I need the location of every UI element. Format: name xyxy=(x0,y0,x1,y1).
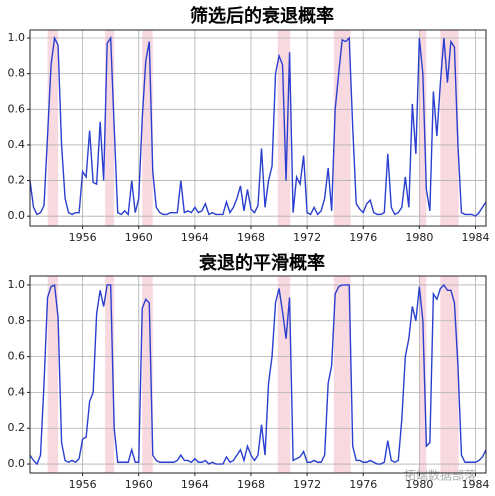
y-tick-label: 1.0 xyxy=(8,278,26,291)
x-tick-label: 1980 xyxy=(405,231,433,244)
y-tick-label: 0.8 xyxy=(8,67,26,80)
y-tick-label: 0.8 xyxy=(8,314,26,327)
x-tick-label: 1960 xyxy=(125,478,153,491)
recession-band xyxy=(142,276,153,473)
recession-band xyxy=(105,30,115,226)
recession-band xyxy=(47,30,59,226)
y-tick-label: 0.4 xyxy=(8,385,26,398)
y-tick-label: 1.0 xyxy=(8,31,26,44)
recession-band xyxy=(440,276,459,473)
recession-band xyxy=(333,30,351,226)
plot-frame xyxy=(29,29,487,227)
x-tick-label: 1964 xyxy=(181,231,209,244)
y-tick-label: 0.0 xyxy=(8,209,26,222)
recession-band xyxy=(440,30,459,226)
recession-band xyxy=(142,30,153,226)
x-tick-label: 1972 xyxy=(293,231,321,244)
y-tick-label: 0.4 xyxy=(8,138,26,151)
x-tick-label: 1972 xyxy=(293,478,321,491)
plot-frame xyxy=(29,275,487,474)
data-line xyxy=(29,35,487,218)
recession-band xyxy=(419,276,427,473)
x-tick-label: 1968 xyxy=(237,231,265,244)
x-tick-label: 1976 xyxy=(349,478,377,491)
plot: 1956 1960 1964 1968 1972 1976 1980 1984 0.0 0.2 0.… xyxy=(8,275,489,491)
y-tick-label: 0.2 xyxy=(8,174,26,187)
x-tick-label: 1956 xyxy=(69,231,97,244)
x-tick-label: 1984 xyxy=(461,478,489,491)
chart-title: 衰退的平滑概率 xyxy=(198,252,325,274)
recession-band xyxy=(419,30,427,226)
recession-band xyxy=(333,276,351,473)
x-tick-label: 1964 xyxy=(181,478,209,491)
recession-band xyxy=(105,276,115,473)
plot: 1956 1960 1964 1968 1972 1976 1980 1984 0.0 0.2 0.… xyxy=(8,29,489,244)
y-tick-label: 0.6 xyxy=(8,102,26,115)
x-tick-label: 1976 xyxy=(349,231,377,244)
x-tick-label: 1984 xyxy=(461,231,489,244)
x-tick-label: 1960 xyxy=(125,231,153,244)
y-tick-label: 0.2 xyxy=(8,421,26,434)
x-tick-label: 1968 xyxy=(237,478,265,491)
y-tick-label: 0.0 xyxy=(8,457,26,470)
y-tick-label: 0.6 xyxy=(8,350,26,363)
chart-title: 筛选后的衰退概率 xyxy=(190,5,334,27)
x-tick-label: 1956 xyxy=(69,478,97,491)
x-tick-label: 1980 xyxy=(405,478,433,491)
data-line xyxy=(29,283,487,466)
recession-band xyxy=(47,276,59,473)
